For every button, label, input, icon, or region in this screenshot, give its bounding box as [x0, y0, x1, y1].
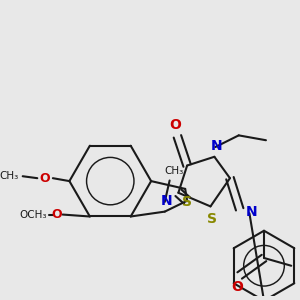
Text: N: N [161, 194, 172, 208]
Text: OCH₃: OCH₃ [20, 209, 47, 220]
Text: N: N [211, 139, 222, 153]
Text: O: O [231, 280, 243, 294]
Text: N: N [245, 205, 257, 219]
Text: S: S [207, 212, 218, 226]
Text: O: O [40, 172, 50, 185]
Text: O: O [51, 208, 62, 221]
Text: S: S [182, 194, 192, 208]
Text: CH₃: CH₃ [0, 171, 19, 181]
Text: CH₃: CH₃ [165, 166, 184, 176]
Text: O: O [169, 118, 181, 132]
